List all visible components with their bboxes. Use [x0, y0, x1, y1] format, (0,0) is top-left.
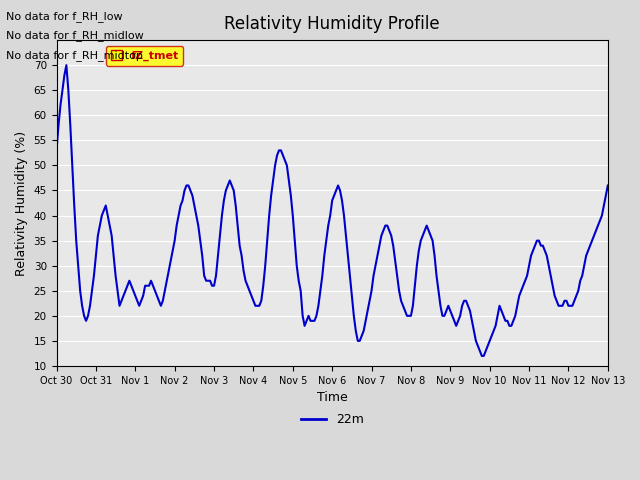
X-axis label: Time: Time	[317, 391, 348, 404]
Y-axis label: Relativity Humidity (%): Relativity Humidity (%)	[15, 131, 28, 276]
Text: No data for f_RH_low: No data for f_RH_low	[6, 11, 123, 22]
Legend: 22m: 22m	[296, 408, 369, 432]
Title: Relativity Humidity Profile: Relativity Humidity Profile	[225, 15, 440, 33]
Text: No data for f_RH_midtop: No data for f_RH_midtop	[6, 49, 143, 60]
Text: No data for f_RH_midlow: No data for f_RH_midlow	[6, 30, 144, 41]
